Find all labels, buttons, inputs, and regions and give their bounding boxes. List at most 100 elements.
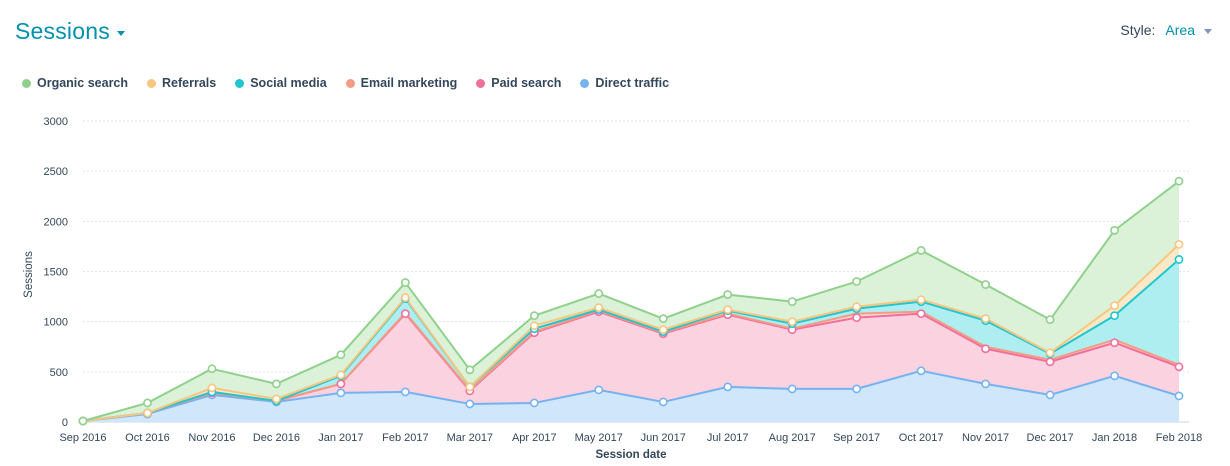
point-direct-traffic[interactable] [1045, 390, 1055, 400]
y-tick-label: 1500 [44, 267, 68, 279]
point-referrals[interactable] [1045, 348, 1055, 358]
point-paid-search[interactable] [981, 344, 990, 354]
legend-dot-icon [147, 78, 157, 88]
legend-dot-icon [476, 78, 486, 88]
chevron-down-icon [1204, 28, 1212, 34]
point-direct-traffic[interactable] [852, 384, 862, 394]
legend-dot-icon [580, 78, 590, 88]
point-direct-traffic[interactable] [1174, 391, 1184, 401]
point-direct-traffic[interactable] [336, 388, 346, 398]
x-axis-title: Session date [596, 449, 667, 461]
point-referrals[interactable] [723, 305, 733, 315]
point-direct-traffic[interactable] [1110, 371, 1119, 381]
point-paid-search[interactable] [336, 379, 346, 389]
point-referrals[interactable] [336, 370, 346, 380]
point-organic-search[interactable] [981, 280, 990, 289]
legend-item-paid-search[interactable]: Paid search [476, 76, 561, 90]
point-organic-search[interactable] [852, 277, 862, 286]
point-referrals[interactable] [916, 295, 926, 304]
point-direct-traffic[interactable] [400, 387, 410, 397]
point-direct-traffic[interactable] [658, 397, 668, 407]
point-referrals[interactable] [400, 293, 410, 302]
point-direct-traffic[interactable] [723, 382, 733, 392]
point-referrals[interactable] [1174, 240, 1184, 249]
x-tick-label: Oct 2016 [125, 432, 170, 444]
point-organic-search[interactable] [400, 278, 410, 287]
point-referrals[interactable] [981, 314, 990, 324]
y-tick-label: 500 [50, 367, 68, 379]
point-direct-traffic[interactable] [594, 385, 604, 395]
legend-item-social-media[interactable]: Social media [235, 76, 327, 90]
legend-label: Direct traffic [595, 76, 670, 90]
legend-item-email-marketing[interactable]: Email marketing [345, 76, 458, 90]
point-referrals[interactable] [272, 394, 281, 404]
point-organic-search[interactable] [658, 314, 668, 324]
style-dropdown[interactable]: Area [1165, 22, 1212, 38]
area-series [83, 181, 1179, 422]
point-organic-search[interactable] [143, 398, 152, 408]
point-paid-search[interactable] [852, 313, 862, 323]
point-referrals[interactable] [529, 321, 539, 331]
x-tick-label: Sep 2016 [59, 432, 106, 444]
point-organic-search[interactable] [916, 246, 926, 255]
x-tick-label: Dec 2016 [253, 432, 300, 444]
point-paid-search[interactable] [1110, 338, 1119, 348]
legend-dot-icon [345, 78, 355, 88]
legend-item-organic-search[interactable]: Organic search [22, 76, 128, 90]
point-direct-traffic[interactable] [916, 366, 926, 376]
y-tick-label: 1000 [44, 317, 68, 329]
point-organic-search[interactable] [1174, 176, 1184, 186]
point-referrals[interactable] [1110, 301, 1119, 311]
point-paid-search[interactable] [916, 309, 926, 319]
point-organic-search[interactable] [529, 311, 539, 321]
point-organic-search[interactable] [465, 365, 475, 375]
y-tick-label: 0 [62, 417, 68, 429]
point-organic-search[interactable] [787, 297, 797, 306]
x-tick-label: Apr 2017 [512, 432, 557, 444]
point-organic-search[interactable] [272, 379, 281, 389]
legend-dot-icon [235, 78, 245, 88]
point-organic-search[interactable] [1045, 315, 1055, 325]
area-organic-search [83, 181, 1179, 421]
x-tick-label: Feb 2018 [1156, 432, 1202, 444]
area-paid-search [83, 311, 1179, 421]
point-referrals[interactable] [594, 303, 604, 313]
x-tick-label: Oct 2017 [899, 432, 944, 444]
point-organic-search[interactable] [78, 416, 88, 426]
point-referrals[interactable] [852, 302, 862, 312]
x-tick-label: Jan 2017 [318, 432, 363, 444]
legend-item-referrals[interactable]: Referrals [147, 76, 216, 90]
x-tick-label: Sep 2017 [833, 432, 880, 444]
legend-item-direct-traffic[interactable]: Direct traffic [580, 76, 669, 90]
series-lines [82, 180, 1180, 422]
point-direct-traffic[interactable] [787, 384, 797, 394]
x-tick-label: Aug 2017 [769, 432, 816, 444]
point-organic-search[interactable] [1110, 225, 1119, 235]
legend-label: Referrals [162, 76, 217, 90]
point-organic-search[interactable] [207, 364, 217, 374]
point-social-media[interactable] [1110, 311, 1119, 321]
point-paid-search[interactable] [400, 309, 410, 319]
sessions-title-dropdown[interactable]: Sessions [15, 18, 125, 45]
point-direct-traffic[interactable] [981, 379, 990, 389]
x-tick-label: Jul 2017 [707, 432, 749, 444]
line-social-media [82, 258, 1180, 422]
y-tick-label: 2000 [44, 216, 68, 228]
point-paid-search[interactable] [1174, 362, 1184, 372]
point-direct-traffic[interactable] [465, 399, 475, 409]
point-organic-search[interactable] [336, 350, 346, 360]
point-referrals[interactable] [207, 383, 217, 393]
point-organic-search[interactable] [723, 290, 733, 299]
point-referrals[interactable] [787, 317, 797, 327]
point-direct-traffic[interactable] [529, 398, 539, 408]
point-referrals[interactable] [143, 408, 152, 418]
point-social-media[interactable] [1174, 255, 1184, 264]
legend-label: Email marketing [360, 76, 458, 90]
point-organic-search[interactable] [594, 289, 604, 298]
style-selector: Style: Area [1120, 22, 1212, 38]
point-paid-search[interactable] [1045, 357, 1055, 367]
point-referrals[interactable] [465, 382, 475, 392]
page-title: Sessions [15, 18, 110, 44]
x-tick-label: Jan 2018 [1092, 432, 1137, 444]
point-referrals[interactable] [658, 325, 668, 335]
